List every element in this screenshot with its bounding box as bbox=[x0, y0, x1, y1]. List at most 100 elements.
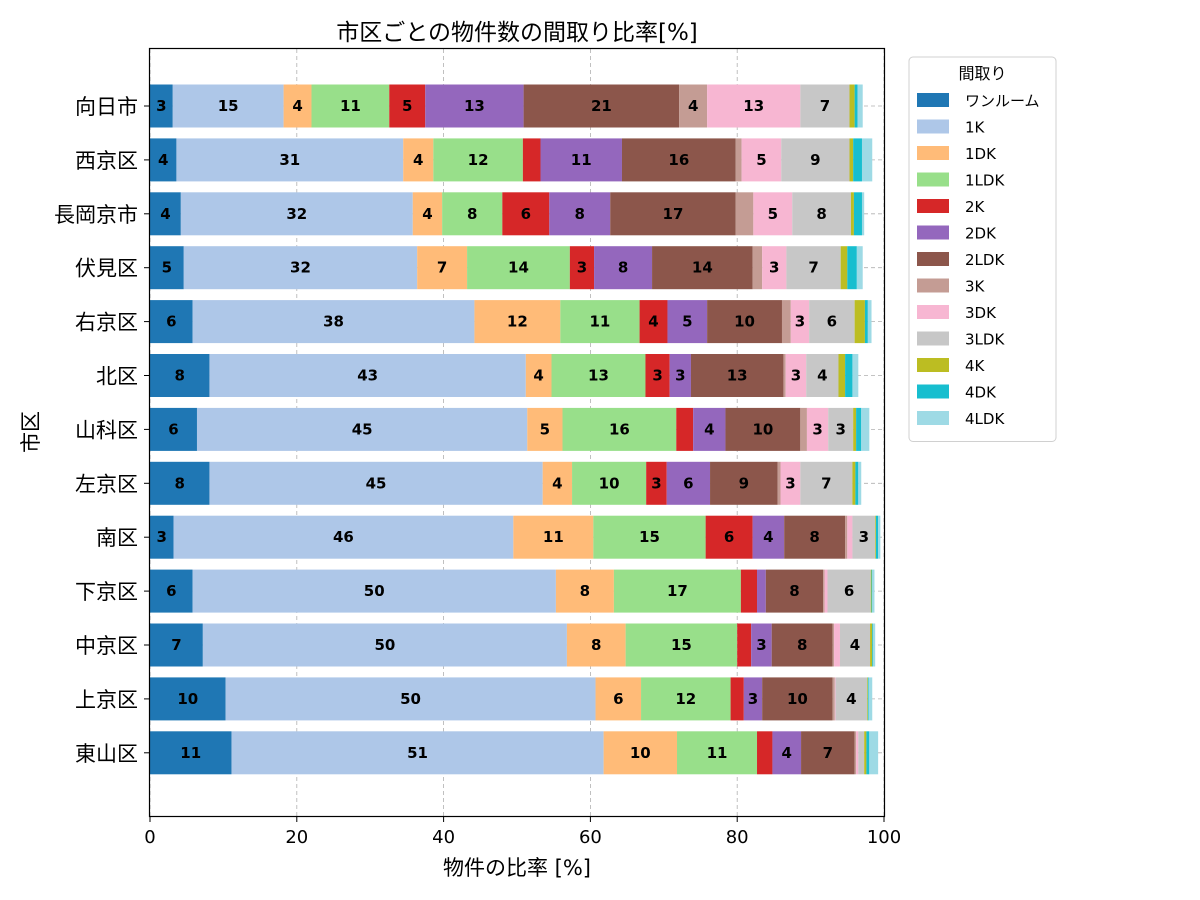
bar-segment bbox=[417, 246, 468, 290]
bar-segment bbox=[757, 569, 766, 613]
segment-value-label: 9 bbox=[739, 474, 749, 492]
bar-segment bbox=[725, 407, 801, 451]
bar-segment bbox=[852, 461, 856, 505]
y-tick-label: 中京区 bbox=[75, 634, 138, 658]
bar-segment bbox=[839, 623, 871, 667]
bar-segment bbox=[202, 623, 567, 667]
bar-segment bbox=[869, 731, 879, 775]
bar-segment bbox=[572, 461, 647, 505]
y-tick-label: 右京区 bbox=[75, 311, 138, 335]
bar-segment bbox=[867, 300, 872, 344]
segment-labels: 3 15 4 11 5 13 21 4 13 74 31 4 12 11 16 5 94 32 4 8 6 8 17 5 85 3… bbox=[156, 97, 869, 762]
y-axis-label: 市区 bbox=[19, 411, 43, 453]
bar-segment bbox=[850, 192, 854, 236]
bar-segment bbox=[150, 138, 177, 182]
y-tick-label: 西京区 bbox=[75, 149, 138, 173]
bar-segment bbox=[645, 354, 670, 397]
bar-segment bbox=[856, 246, 863, 290]
bar-segment bbox=[762, 246, 787, 290]
bar-segment bbox=[412, 192, 443, 236]
bar-segment bbox=[707, 300, 782, 344]
bar-segment bbox=[785, 354, 807, 397]
segment-value-label: 4 bbox=[688, 97, 698, 115]
segment-value-label: 50 bbox=[364, 582, 385, 600]
bar-segment bbox=[527, 407, 563, 451]
bar-segment bbox=[827, 569, 871, 613]
segment-value-label: 8 bbox=[618, 259, 628, 277]
segment-value-label: 3 bbox=[675, 367, 685, 385]
segment-value-label: 13 bbox=[464, 97, 485, 115]
segment-value-label: 4 bbox=[648, 313, 658, 331]
bar-segment bbox=[800, 407, 807, 451]
segment-value-label: 4 bbox=[413, 151, 423, 169]
segment-value-label: 4 bbox=[160, 205, 170, 223]
bar-segment bbox=[861, 407, 870, 451]
bar-segment bbox=[809, 300, 855, 344]
bar-segment bbox=[832, 623, 835, 667]
legend-swatch bbox=[917, 384, 949, 399]
segment-value-label: 14 bbox=[508, 259, 529, 277]
bars bbox=[150, 84, 881, 775]
segment-value-label: 6 bbox=[844, 582, 854, 600]
segment-value-label: 3 bbox=[756, 636, 766, 654]
segment-value-label: 3 bbox=[769, 259, 779, 277]
bar-segment bbox=[834, 623, 840, 667]
bar-segment bbox=[150, 515, 174, 559]
segment-value-label: 6 bbox=[683, 474, 693, 492]
legend-swatch bbox=[917, 225, 949, 240]
bar-segment bbox=[425, 84, 524, 128]
bar-segment bbox=[762, 677, 833, 721]
x-axis-ticks: 0 20 40 60 80 100 bbox=[144, 816, 901, 848]
bar-segment bbox=[693, 407, 726, 451]
segment-value-label: 3 bbox=[795, 313, 805, 331]
bar-segment bbox=[861, 138, 873, 182]
bar-segment bbox=[676, 407, 694, 451]
bar-segment bbox=[225, 677, 596, 721]
bar-segment bbox=[801, 731, 855, 775]
segment-value-label: 6 bbox=[166, 313, 176, 331]
bar-segment bbox=[771, 623, 833, 667]
bar-segment bbox=[442, 192, 503, 236]
bar-segment bbox=[832, 677, 835, 721]
legend-swatch bbox=[917, 252, 949, 266]
bar-segment bbox=[834, 677, 836, 721]
bar-segment bbox=[856, 407, 862, 451]
segment-value-label: 11 bbox=[571, 151, 592, 169]
bar-segment bbox=[523, 84, 680, 128]
y-tick-label: 北区 bbox=[96, 365, 138, 389]
segment-value-label: 32 bbox=[286, 205, 307, 223]
bar-segment bbox=[705, 515, 753, 559]
segment-value-label: 8 bbox=[467, 205, 477, 223]
segment-value-label: 16 bbox=[668, 151, 689, 169]
segment-value-label: 17 bbox=[663, 205, 684, 223]
segment-value-label: 6 bbox=[166, 582, 176, 600]
segment-value-label: 11 bbox=[707, 744, 728, 762]
bar-segment bbox=[753, 192, 793, 236]
bar-segment bbox=[872, 569, 875, 613]
legend-swatch bbox=[917, 199, 949, 213]
legend-entry: 3K bbox=[965, 278, 986, 296]
bar-segment bbox=[551, 354, 646, 397]
y-tick-label: 上京区 bbox=[75, 688, 138, 712]
bar-segment bbox=[209, 461, 543, 505]
x-tick-label: 60 bbox=[579, 827, 602, 848]
bar-segment bbox=[752, 515, 785, 559]
bar-segment bbox=[741, 138, 782, 182]
legend-title: 間取り bbox=[958, 64, 1006, 83]
segment-value-label: 10 bbox=[599, 474, 620, 492]
bar-segment bbox=[192, 569, 556, 613]
bar-segment bbox=[783, 354, 786, 397]
legend-swatch bbox=[917, 331, 949, 346]
legend-swatch bbox=[917, 93, 949, 107]
bar-segment bbox=[621, 138, 736, 182]
segment-value-label: 32 bbox=[290, 259, 311, 277]
segment-value-label: 6 bbox=[827, 313, 837, 331]
segment-value-label: 4 bbox=[158, 151, 168, 169]
segment-value-label: 45 bbox=[366, 474, 387, 492]
bar-segment bbox=[806, 354, 839, 397]
legend-swatch bbox=[917, 119, 949, 134]
segment-value-label: 43 bbox=[357, 367, 378, 385]
legend-entry: 3DK bbox=[965, 304, 997, 322]
segment-value-label: 3 bbox=[785, 474, 795, 492]
